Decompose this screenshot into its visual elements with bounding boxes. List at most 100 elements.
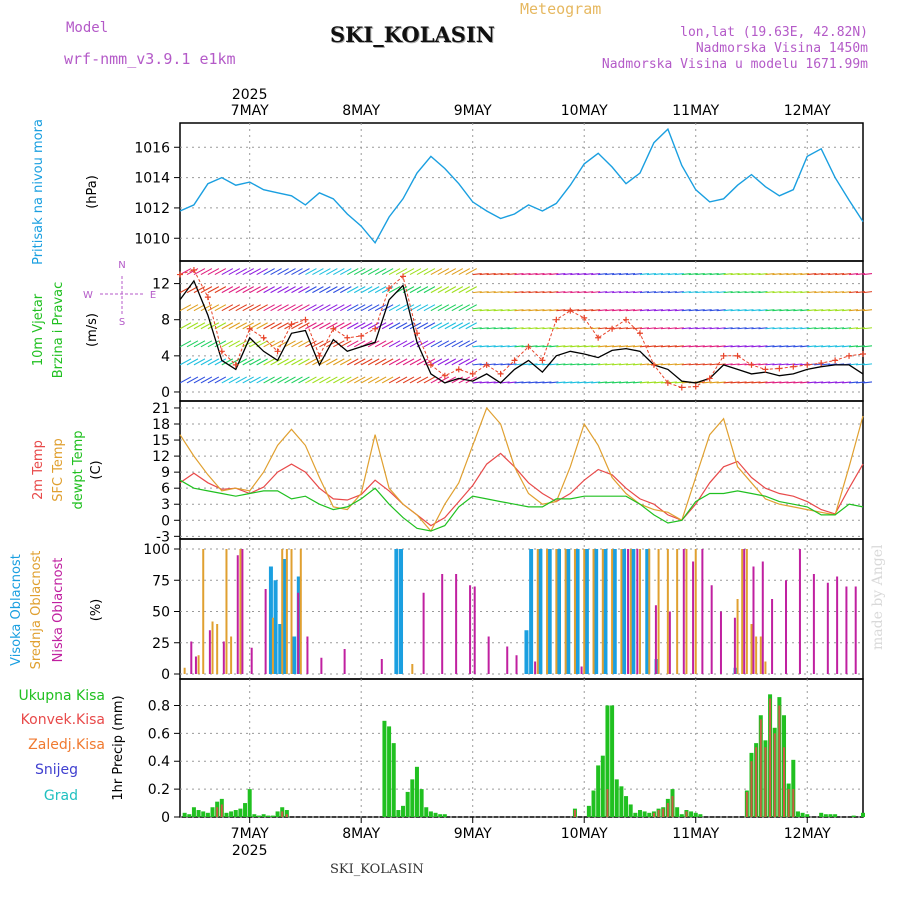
- precip-total-bar: [191, 807, 196, 817]
- wind-barb: [577, 345, 587, 348]
- wind-barb: [249, 286, 261, 294]
- cloud-low-bar: [826, 582, 829, 674]
- cloud-high-bar: [278, 624, 283, 674]
- cloud-low-bar: [194, 656, 197, 674]
- wind-barb: [862, 309, 873, 312]
- wind-barb: [730, 327, 740, 330]
- wind-unit-label: (m/s): [85, 313, 100, 347]
- wind-gust-marker: [316, 352, 323, 359]
- wind-barb: [465, 268, 478, 276]
- wind-barb: [842, 273, 852, 276]
- wind-barb: [779, 363, 789, 366]
- wind-barb: [828, 327, 838, 330]
- wind-barb: [333, 358, 345, 366]
- wind-barb: [807, 381, 817, 384]
- compass-label-s: S: [119, 317, 125, 328]
- wind-barb: [612, 363, 622, 366]
- wind-barb: [367, 340, 380, 348]
- cloud-high-bar: [631, 549, 636, 674]
- precip-total-bar: [591, 790, 596, 817]
- top-day-label: 7MAY: [231, 103, 269, 119]
- wind-barb: [765, 327, 775, 330]
- cloud-mid-bar: [230, 636, 233, 674]
- cloud-mid-bar: [299, 549, 302, 674]
- wind-barb: [695, 309, 705, 312]
- wind-barb: [214, 376, 227, 384]
- wind-barb: [765, 363, 775, 366]
- wind-barb: [242, 358, 254, 366]
- wind-barb: [200, 340, 213, 348]
- wind-barb: [695, 291, 705, 294]
- precip-total-bar: [210, 807, 215, 817]
- wind-barb: [751, 381, 761, 384]
- wind-barb: [416, 304, 429, 312]
- wind-barb: [493, 327, 503, 330]
- wind-barb: [444, 358, 457, 366]
- wind-barb: [862, 381, 873, 384]
- wind-barb: [319, 322, 331, 330]
- cloud-mid-bar: [281, 549, 284, 674]
- wind-gust-marker: [469, 370, 476, 377]
- wind-barb: [625, 345, 636, 348]
- wind-barb: [179, 322, 192, 330]
- wind-barb: [514, 345, 524, 348]
- cloud-mid-bar: [555, 549, 558, 674]
- wind-barb: [291, 304, 303, 312]
- wind-barb: [388, 340, 401, 348]
- precip-legend-3: Zaledj.Kisa: [28, 737, 105, 753]
- wind-barb: [828, 363, 838, 366]
- wind-barb: [591, 381, 601, 384]
- temp-sfc-axis-title: SFC Temp: [51, 438, 66, 502]
- wind-barb: [235, 376, 248, 384]
- wind-barb: [751, 327, 761, 330]
- wind-gust-marker: [706, 375, 713, 382]
- wind-barb: [291, 286, 303, 294]
- cloud-mid-bar: [629, 549, 632, 674]
- wind-barb: [542, 309, 552, 312]
- wind-barb: [360, 358, 373, 366]
- wind-barb: [758, 327, 768, 330]
- wind-barb: [653, 273, 663, 276]
- wind-barb: [347, 358, 359, 366]
- wind-barb: [340, 358, 352, 366]
- precip-total-bar: [414, 766, 419, 817]
- wind-gust-marker: [330, 325, 337, 332]
- cloud-low-bar: [636, 549, 639, 674]
- cloud-high-bar: [273, 580, 278, 674]
- precip-total-bar: [619, 786, 624, 817]
- cloud-high-bar: [394, 549, 399, 674]
- cloud-mid-bar: [197, 655, 200, 674]
- wind-barb: [360, 322, 373, 330]
- wind-barb: [242, 268, 254, 276]
- wind-barb: [855, 327, 866, 330]
- wind-barb: [326, 358, 338, 366]
- wind-barb: [298, 376, 310, 384]
- cloud-mid-bar: [741, 549, 744, 674]
- wind-barb: [730, 273, 740, 276]
- cloud-mid-bar: [685, 549, 688, 674]
- wind-barb: [500, 273, 510, 276]
- wind-gust-marker: [720, 352, 727, 359]
- wind-barb: [751, 309, 761, 312]
- wind-gust-marker: [860, 351, 866, 358]
- wind-barb: [444, 304, 457, 312]
- cloud-low-bar: [264, 589, 267, 674]
- precip-conv-bar: [773, 733, 776, 817]
- wind-barb-field: [179, 268, 873, 384]
- wind-barb: [584, 381, 594, 384]
- cloud-mid-bar: [764, 661, 767, 674]
- y-tick-label: 15: [152, 433, 170, 449]
- wind-barb: [423, 340, 436, 348]
- wind-barb: [542, 291, 552, 294]
- wind-barb: [333, 268, 345, 276]
- wind-gust-marker: [302, 316, 309, 323]
- precip-total-bar: [689, 811, 694, 817]
- wind-barb: [214, 268, 227, 276]
- wind-barb: [723, 309, 733, 312]
- y-tick-label: 0: [161, 667, 170, 683]
- wind-barb: [193, 286, 206, 294]
- precip-conv-bar: [652, 812, 655, 817]
- precip-total-bar: [233, 810, 238, 817]
- wind-barb: [549, 291, 559, 294]
